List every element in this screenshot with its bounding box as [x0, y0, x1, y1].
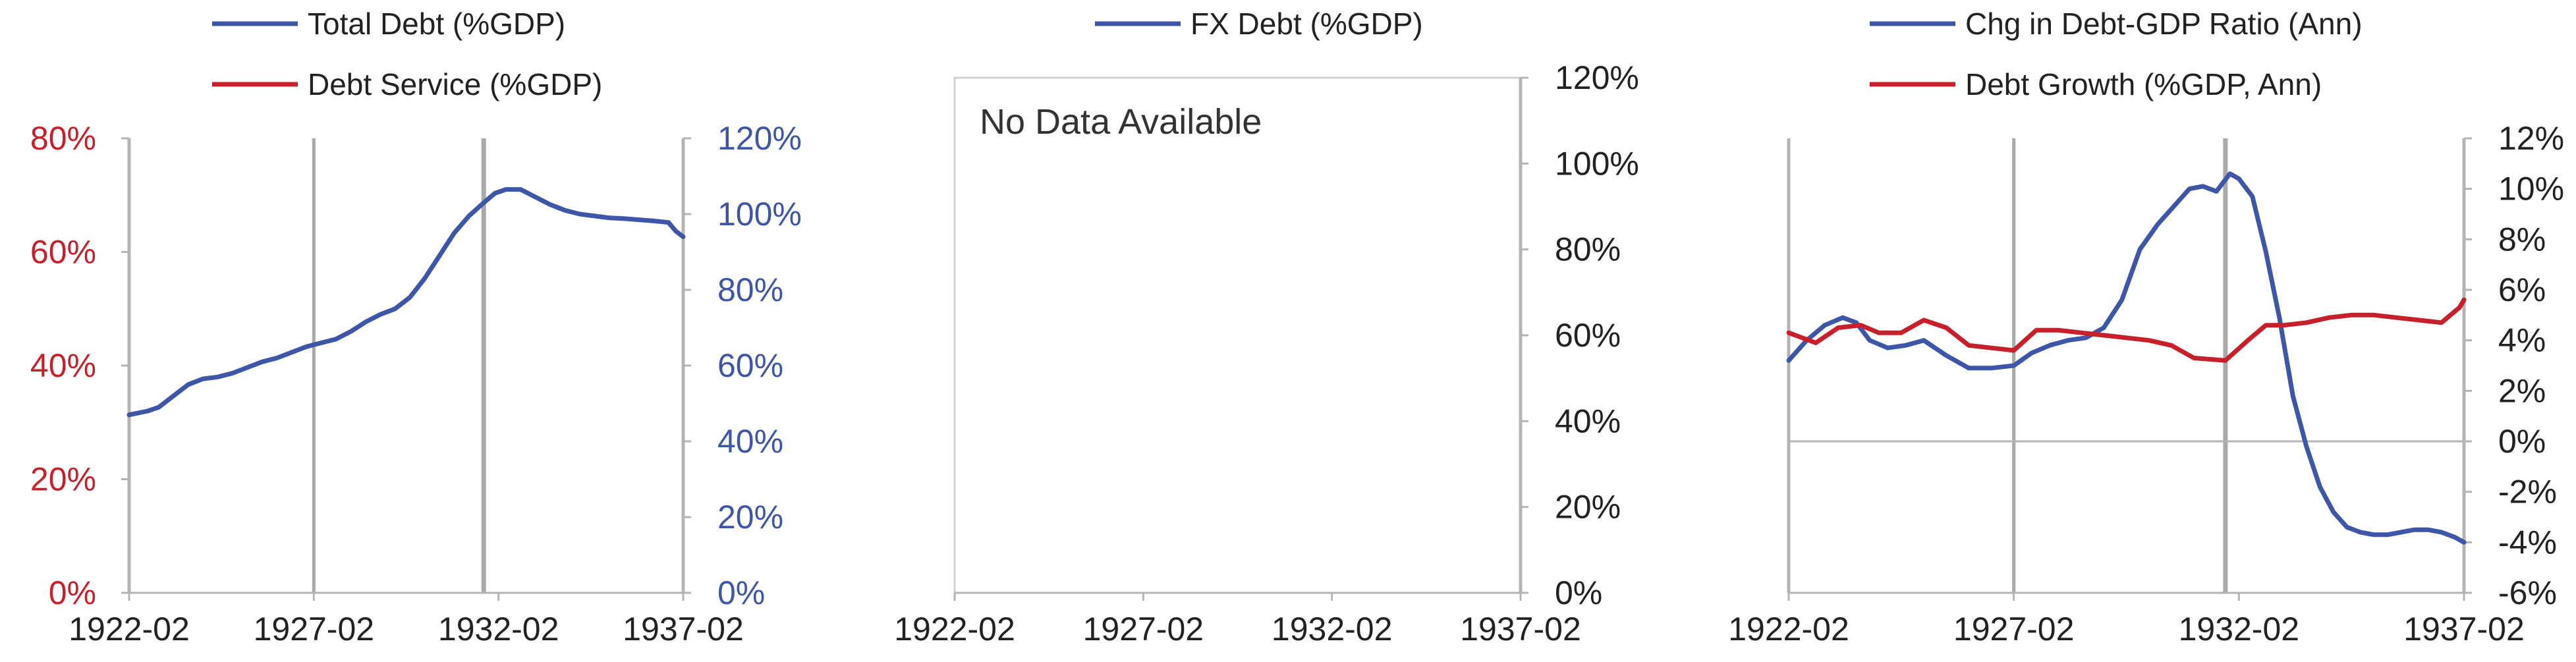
right-axis-tick-label: 100%: [717, 196, 802, 233]
x-tick-label: 1937-02: [623, 611, 744, 648]
right-axis-tick-label: 40%: [717, 423, 783, 460]
right-axis-tick-label: 0%: [1555, 574, 1602, 611]
left-axis-tick-label: 80%: [30, 120, 96, 157]
right-axis-tick-label: 10%: [2498, 171, 2564, 207]
legend-label: Debt Growth (%GDP, Ann): [1965, 67, 2322, 101]
series-line-red: [1786, 297, 2467, 363]
x-tick-label: 1932-02: [1272, 611, 1393, 648]
legend-label: Chg in Debt-GDP Ratio (Ann): [1965, 7, 2363, 41]
x-tick-label: 1927-02: [254, 611, 375, 648]
x-tick-label: 1922-02: [1728, 611, 1849, 648]
plot-frame: [953, 76, 1522, 594]
x-tick-label: 1937-02: [1460, 611, 1581, 648]
right-axis-tick-label: 120%: [1555, 59, 1639, 96]
left-axis-tick-label: 0%: [49, 574, 96, 611]
series-line-blue: [126, 187, 686, 418]
right-axis-tick-label: 2%: [2498, 372, 2546, 409]
chart-panel-fx-debt: 1922-02 1927-02 1932-02 1937-020% 20% 40% 60% 8…: [894, 7, 1639, 648]
legend-label: FX Debt (%GDP): [1190, 7, 1423, 41]
right-axis-tick-label: 80%: [1555, 231, 1621, 268]
left-axis-tick-label: 40%: [30, 347, 96, 384]
x-tick-label: 1927-02: [1083, 611, 1204, 648]
legend-label: Total Debt (%GDP): [308, 7, 565, 41]
x-tick-label: 1932-02: [2179, 611, 2300, 648]
right-axis-tick-label: 4%: [2498, 322, 2546, 359]
chart-panel-debt-changes: 1922-02 1927-02 1932-02 1937-02-6% -4% -2% 0% 2…: [1728, 7, 2564, 648]
x-tick-label: 1922-02: [894, 611, 1015, 648]
right-axis-tick-label: -2%: [2498, 474, 2557, 510]
no-data-annotation: No Data Available: [980, 102, 1262, 142]
right-axis-tick-label: 100%: [1555, 145, 1639, 182]
x-tick-label: 1937-02: [2403, 611, 2525, 648]
right-axis-tick-label: 40%: [1555, 402, 1621, 439]
right-axis-tick-label: -4%: [2498, 524, 2557, 561]
legend-label: Debt Service (%GDP): [308, 67, 602, 101]
x-tick-label: 1932-02: [438, 611, 559, 648]
left-axis-tick-label: 20%: [30, 461, 96, 498]
x-tick-label: 1922-02: [69, 611, 190, 648]
x-tick-label: 1927-02: [1953, 611, 2075, 648]
right-axis-tick-label: 12%: [2498, 120, 2564, 157]
right-axis-tick-label: 20%: [1555, 489, 1621, 526]
right-axis-tick-label: -6%: [2498, 574, 2557, 611]
right-axis-tick-label: 6%: [2498, 271, 2546, 308]
left-axis-tick-label: 60%: [30, 234, 96, 271]
right-axis-tick-label: 0%: [717, 574, 765, 611]
right-axis-tick-label: 20%: [717, 499, 783, 536]
right-axis-tick-label: 60%: [717, 347, 783, 384]
series-line-blue: [1786, 171, 2467, 545]
right-axis-tick-label: 80%: [717, 271, 783, 308]
right-axis-tick-label: 0%: [2498, 423, 2546, 460]
right-axis-tick-label: 120%: [717, 120, 802, 157]
chart-panel-total-debt: 1922-02 1927-02 1932-02 1937-020%20%40%60%8…: [30, 7, 802, 648]
right-axis-tick-label: 8%: [2498, 221, 2546, 258]
right-axis-tick-label: 60%: [1555, 317, 1621, 354]
